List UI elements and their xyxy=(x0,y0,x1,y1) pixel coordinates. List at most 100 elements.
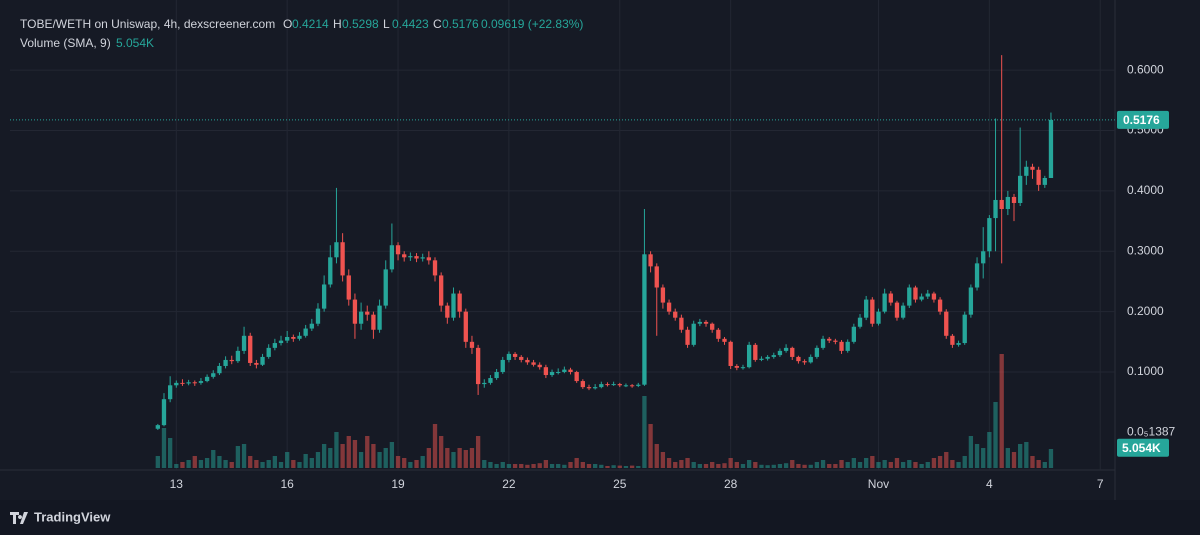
volume-bar xyxy=(648,424,653,468)
volume-bar xyxy=(679,460,684,468)
candle-body xyxy=(740,367,746,369)
volume-bar xyxy=(974,444,980,468)
volume-bar xyxy=(278,462,284,468)
volume-bar xyxy=(796,464,801,468)
volume-bar xyxy=(420,456,425,468)
volume-bar xyxy=(445,448,450,468)
volume-bar xyxy=(211,450,216,468)
candle-body xyxy=(389,245,395,270)
candle-body xyxy=(907,287,912,306)
labels: 0.0₅13870.10000.20000.30000.40000.50000.… xyxy=(170,62,1176,491)
candle-body xyxy=(482,382,487,385)
candle-body xyxy=(204,376,210,382)
volume-bar xyxy=(753,462,758,468)
candle-body xyxy=(765,356,770,359)
candle-body xyxy=(1011,196,1017,203)
volume-bar xyxy=(808,464,813,468)
candle-body xyxy=(285,337,290,341)
candle-body xyxy=(845,341,850,351)
candle-body xyxy=(592,387,598,389)
candle-body xyxy=(1024,166,1029,176)
volume-bar xyxy=(469,448,475,468)
candle-body xyxy=(303,328,308,336)
candle-body xyxy=(679,317,684,330)
candle-body xyxy=(445,305,450,318)
volume-bar xyxy=(586,464,592,468)
volume-bar xyxy=(623,466,629,468)
candle-body xyxy=(580,381,585,388)
candle-body xyxy=(888,293,893,303)
candle-body xyxy=(217,365,222,374)
volume-bar xyxy=(981,448,986,468)
candle-body xyxy=(494,372,499,379)
volume-sma: 5.054K xyxy=(116,36,154,50)
volume-bar xyxy=(241,444,247,468)
chart-title: TOBE/WETH on Uniswap, 4h, dexscreener.co… xyxy=(20,17,275,31)
volume-bar xyxy=(710,462,715,468)
candle-body xyxy=(211,373,216,377)
volume-bar xyxy=(161,428,167,468)
candle-body xyxy=(457,293,462,312)
volume-bar xyxy=(870,456,875,468)
volume-bar xyxy=(408,462,413,468)
volume-bar xyxy=(488,462,493,468)
volume-bar xyxy=(562,464,567,468)
candle-body xyxy=(666,302,672,312)
y-tick-label: 0.0₅1387 xyxy=(1127,425,1176,439)
volume-bar xyxy=(186,460,191,468)
candle-body xyxy=(950,335,955,345)
volume-bar xyxy=(297,462,302,468)
volume-bar xyxy=(248,456,253,468)
volume-bar xyxy=(968,436,974,468)
volume-bar xyxy=(642,396,647,468)
candle-body xyxy=(962,314,967,344)
x-tick-label: 16 xyxy=(280,477,294,491)
volume-bar xyxy=(777,464,783,468)
candle-body xyxy=(839,341,844,351)
candle-body xyxy=(944,311,949,336)
volume-bar xyxy=(346,436,351,468)
x-tick-label: 25 xyxy=(613,477,627,491)
candle-body xyxy=(192,382,197,384)
candle-body xyxy=(648,254,653,267)
volume-bar xyxy=(537,463,542,468)
y-tick-label: 0.2000 xyxy=(1127,304,1164,318)
candle-body xyxy=(796,356,801,362)
volume-bar xyxy=(457,448,462,468)
volume-bar xyxy=(383,448,388,468)
candle-body xyxy=(716,329,721,339)
volume-bar xyxy=(611,465,616,468)
x-tick-label: 22 xyxy=(502,477,516,491)
volume-bar xyxy=(377,452,382,468)
candle-body xyxy=(734,365,739,368)
candle-body xyxy=(999,199,1004,210)
candle-body xyxy=(328,257,333,285)
candle-body xyxy=(882,293,887,312)
candle-body xyxy=(974,263,980,288)
volume-bar xyxy=(592,464,598,468)
candle-body xyxy=(248,335,253,363)
candle-body xyxy=(820,338,826,348)
volume-sma-tag xyxy=(1117,438,1169,457)
candle-body xyxy=(629,385,635,387)
volume-bar xyxy=(703,464,709,468)
candle-body xyxy=(278,340,284,344)
candle-body xyxy=(266,347,271,357)
candle-body xyxy=(506,353,512,360)
candle-body xyxy=(777,350,783,356)
volume-bar xyxy=(802,464,807,468)
candle-body xyxy=(617,384,622,386)
candle-body xyxy=(155,425,160,429)
candle-body xyxy=(993,199,998,219)
x-tick-label: 7 xyxy=(1097,477,1104,491)
x-tick-label: 4 xyxy=(986,477,993,491)
volume-bar xyxy=(556,464,561,468)
volume-bar xyxy=(328,448,333,468)
ohlc-value: 0.4423 xyxy=(392,17,429,31)
ohlc-label: L xyxy=(383,17,390,31)
plot-background xyxy=(0,0,1200,500)
volume-bar xyxy=(907,460,912,468)
volume-bar xyxy=(839,460,844,468)
volume-bar xyxy=(549,464,555,468)
volume-bars xyxy=(155,354,1054,468)
